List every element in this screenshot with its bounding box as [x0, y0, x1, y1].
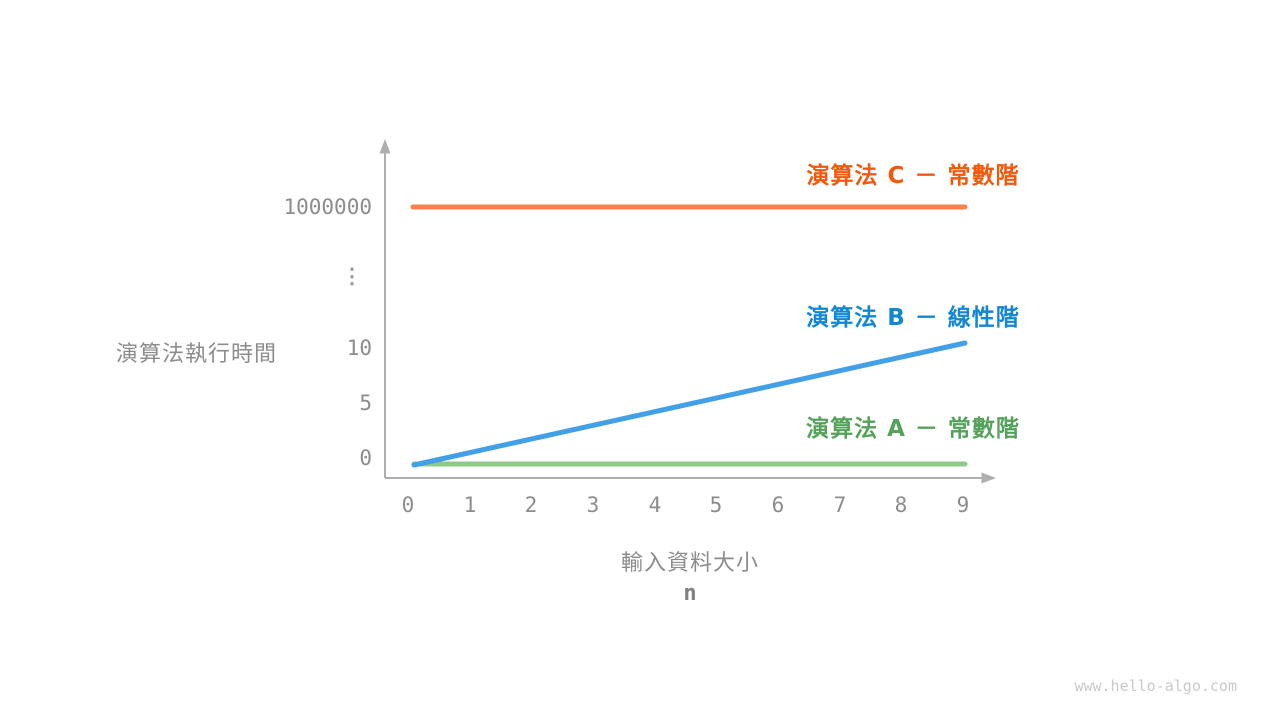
y-tick-0: 0	[359, 446, 372, 470]
watermark: www.hello-algo.com	[1074, 677, 1237, 695]
series-label-algorithm-c: 演算法 C － 常數階	[806, 163, 1020, 189]
x-axis-symbol-n: n	[683, 581, 697, 606]
y-tick-5: 5	[359, 391, 372, 415]
x-tick-1: 1	[463, 493, 477, 517]
x-tick-2: 2	[524, 493, 538, 517]
x-tick-9: 9	[956, 493, 970, 517]
x-axis-arrowhead-icon	[981, 472, 996, 484]
series-label-algorithm-a: 演算法 A － 常數階	[806, 416, 1020, 442]
x-tick-4: 4	[648, 493, 662, 517]
series-label-algorithm-b: 演算法 B － 線性階	[806, 305, 1020, 331]
y-tick-1000000: 1000000	[283, 195, 372, 219]
x-tick-5: 5	[709, 493, 723, 517]
x-tick-0: 0	[401, 493, 415, 517]
x-tick-7: 7	[833, 493, 847, 517]
y-tick-10: 10	[346, 336, 372, 360]
x-tick-8: 8	[894, 493, 908, 517]
x-tick-6: 6	[771, 493, 785, 517]
y-axis-title: 演算法執行時間	[116, 342, 278, 367]
x-axis-title: 輸入資料大小	[620, 551, 759, 576]
y-axis-ellipsis-icon: ⋮	[341, 264, 363, 288]
x-tick-3: 3	[586, 493, 600, 517]
y-axis-arrowhead-icon	[379, 139, 391, 154]
series-line-algorithm-b	[411, 340, 968, 468]
